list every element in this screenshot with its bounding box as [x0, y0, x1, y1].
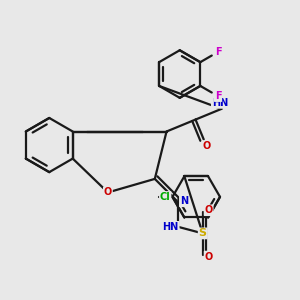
Text: N: N	[180, 196, 188, 206]
Text: F: F	[215, 91, 221, 101]
Text: O: O	[104, 188, 112, 197]
Text: HN: HN	[163, 222, 179, 232]
Text: Cl: Cl	[160, 192, 171, 202]
Text: S: S	[199, 228, 207, 239]
Text: O: O	[205, 205, 213, 215]
Text: O: O	[205, 251, 213, 262]
Text: F: F	[215, 47, 221, 57]
Text: O: O	[202, 141, 211, 151]
Text: HN: HN	[212, 98, 228, 108]
